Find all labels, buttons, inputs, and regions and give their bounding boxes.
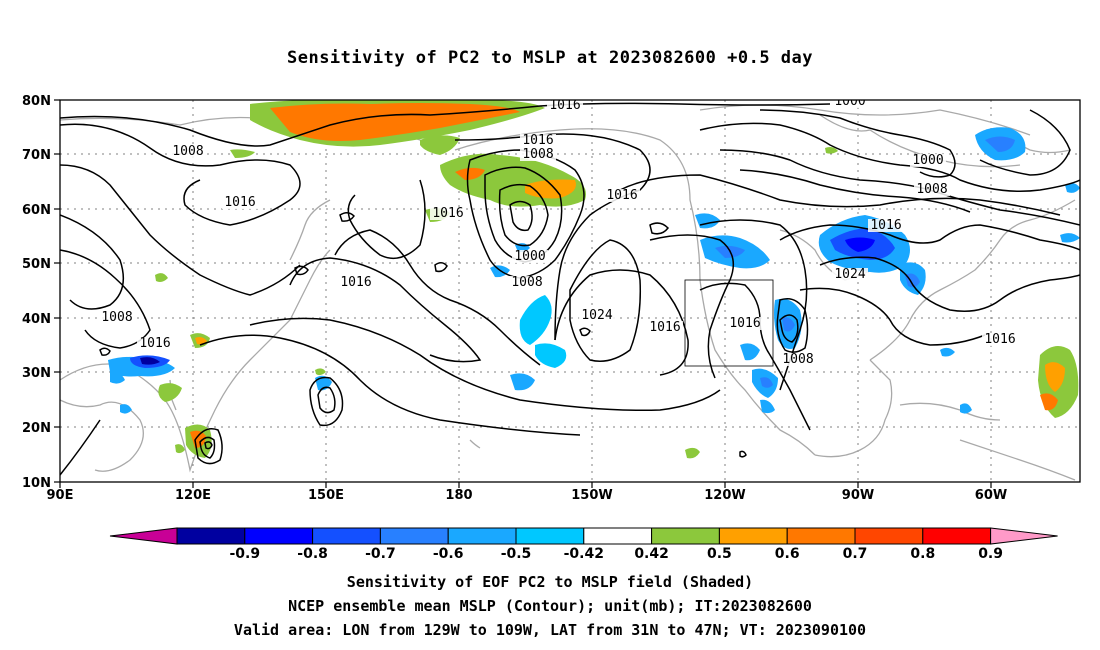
contour-label-bg: [520, 148, 556, 161]
colorbar-label: 0.5: [707, 546, 732, 562]
caption-line-2: NCEP ensemble mean MSLP (Contour); unit(…: [288, 597, 812, 615]
x-tick-label: 90W: [842, 488, 874, 503]
colorbar-label: -0.5: [501, 546, 532, 562]
colorbar-label: -0.8: [297, 546, 328, 562]
contour-label-bg: [99, 311, 135, 324]
contour-label-bg: [547, 100, 583, 112]
x-tick-label: 150E: [308, 488, 344, 503]
x-tick-label: 120W: [704, 488, 745, 503]
colorbar-segment: [244, 527, 314, 545]
y-tick-label: 20N: [22, 421, 51, 436]
contour-label: 1016: [870, 218, 901, 233]
colorbar-label: 0.7: [843, 546, 868, 562]
y-tick-label: 30N: [22, 366, 51, 381]
contour-label-bg: [509, 276, 545, 289]
x-tick-label: 60W: [975, 488, 1007, 503]
colorbar-segment: [379, 527, 449, 545]
contour-label-bg: [430, 207, 466, 220]
x-tick-label: 150W: [571, 488, 612, 503]
contour-label: 1016: [649, 320, 680, 335]
axis-ticks: [54, 99, 992, 488]
colorbar-segment: [447, 527, 517, 545]
contour-label: 1024: [581, 308, 612, 323]
contour-label: 1016: [729, 316, 760, 331]
colorbar-low-extension: [109, 527, 178, 545]
contour-label: 1008: [172, 144, 203, 159]
contour-label: 1016: [224, 195, 255, 210]
colorbar-segment: [718, 527, 788, 545]
colorbar-segment: [583, 527, 653, 545]
x-tick-label: 180: [445, 488, 472, 503]
contour-label-bg: [137, 337, 173, 350]
contour-label-bg: [338, 276, 374, 289]
y-tick-label: 40N: [22, 312, 51, 327]
colorbar-label: -0.9: [229, 546, 260, 562]
contour-label-bg: [780, 353, 816, 366]
y-tick-label: 10N: [22, 476, 51, 491]
contour-label: 1024: [834, 267, 865, 282]
colorbar-label: -0.6: [433, 546, 464, 562]
contour-label-bg: [727, 317, 763, 330]
contour-label-bg: [832, 268, 868, 281]
contour-label-bg: [868, 219, 904, 232]
contour-label: 1016: [139, 336, 170, 351]
contour-label: 1000: [514, 249, 545, 264]
colorbar-segment: [651, 527, 720, 545]
contour-label-bg: [982, 333, 1018, 346]
contour-label: 1008: [522, 147, 553, 162]
x-tick-label: 90E: [47, 488, 74, 503]
colorbar-segment: [515, 527, 585, 545]
colorbar-label: -0.7: [365, 546, 396, 562]
contour-label: 1008: [511, 275, 542, 290]
shaded-sensitivity: [108, 100, 1080, 459]
contour-label-bg: [914, 183, 950, 196]
colorbar-label: -0.42: [564, 546, 604, 562]
contour-label: 1016: [522, 133, 553, 148]
colorbar: -0.9 -0.8 -0.7 -0.6 -0.5 -0.42 0.42 0.5 0.6 0.7 0.…: [109, 527, 1058, 562]
colorbar-high-extension: [990, 527, 1058, 545]
x-tick-label: 120E: [175, 488, 211, 503]
colorbar-segment: [176, 527, 246, 545]
validation-area-box: [684, 279, 774, 367]
y-tick-label: 60N: [22, 203, 51, 218]
contour-label-bg: [910, 154, 946, 167]
colorbar-label: 0.8: [910, 546, 935, 562]
contour-label: 1016: [984, 332, 1015, 347]
mslp-contours: [60, 102, 1080, 476]
map-frame: [59, 99, 1081, 483]
caption-line-3: Valid area: LON from 129W to 109W, LAT f…: [233, 621, 867, 639]
colorbar-segment: [922, 527, 992, 545]
y-tick-label: 80N: [22, 94, 51, 109]
contour-label: 1016: [340, 275, 371, 290]
chart-title: Sensitivity of PC2 to MSLP at 2023082600…: [286, 48, 813, 68]
caption-line-1: Sensitivity of EOF PC2 to MSLP field (Sh…: [346, 573, 754, 591]
y-tick-label: 50N: [22, 257, 51, 272]
contour-label-bg: [512, 250, 548, 263]
contour-label-bg: [222, 196, 258, 209]
contour-label-bg: [832, 100, 868, 108]
contour-label: 1008: [916, 182, 947, 197]
contour-label-bg: [520, 134, 556, 147]
contour-label: 1008: [782, 352, 813, 367]
contour-label: 1000: [912, 153, 943, 168]
colorbar-label: 0.6: [775, 546, 800, 562]
contour-label-bg: [647, 321, 683, 334]
contour-label: 1016: [606, 188, 637, 203]
colorbar-label: 0.9: [978, 546, 1003, 562]
contour-label-bg: [604, 189, 640, 202]
contour-label: 1008: [101, 310, 132, 325]
contour-label: 1016: [432, 206, 463, 221]
colorbar-segment: [786, 527, 856, 545]
contour-label-bg: [579, 309, 615, 322]
contour-label: 1016: [549, 98, 580, 113]
contour-label-bg: [170, 145, 206, 158]
colorbar-segment: [312, 527, 381, 545]
contour-label: 1000: [834, 94, 865, 109]
colorbar-segment: [854, 527, 924, 545]
y-tick-label: 70N: [22, 148, 51, 163]
colorbar-label: 0.42: [634, 546, 669, 562]
